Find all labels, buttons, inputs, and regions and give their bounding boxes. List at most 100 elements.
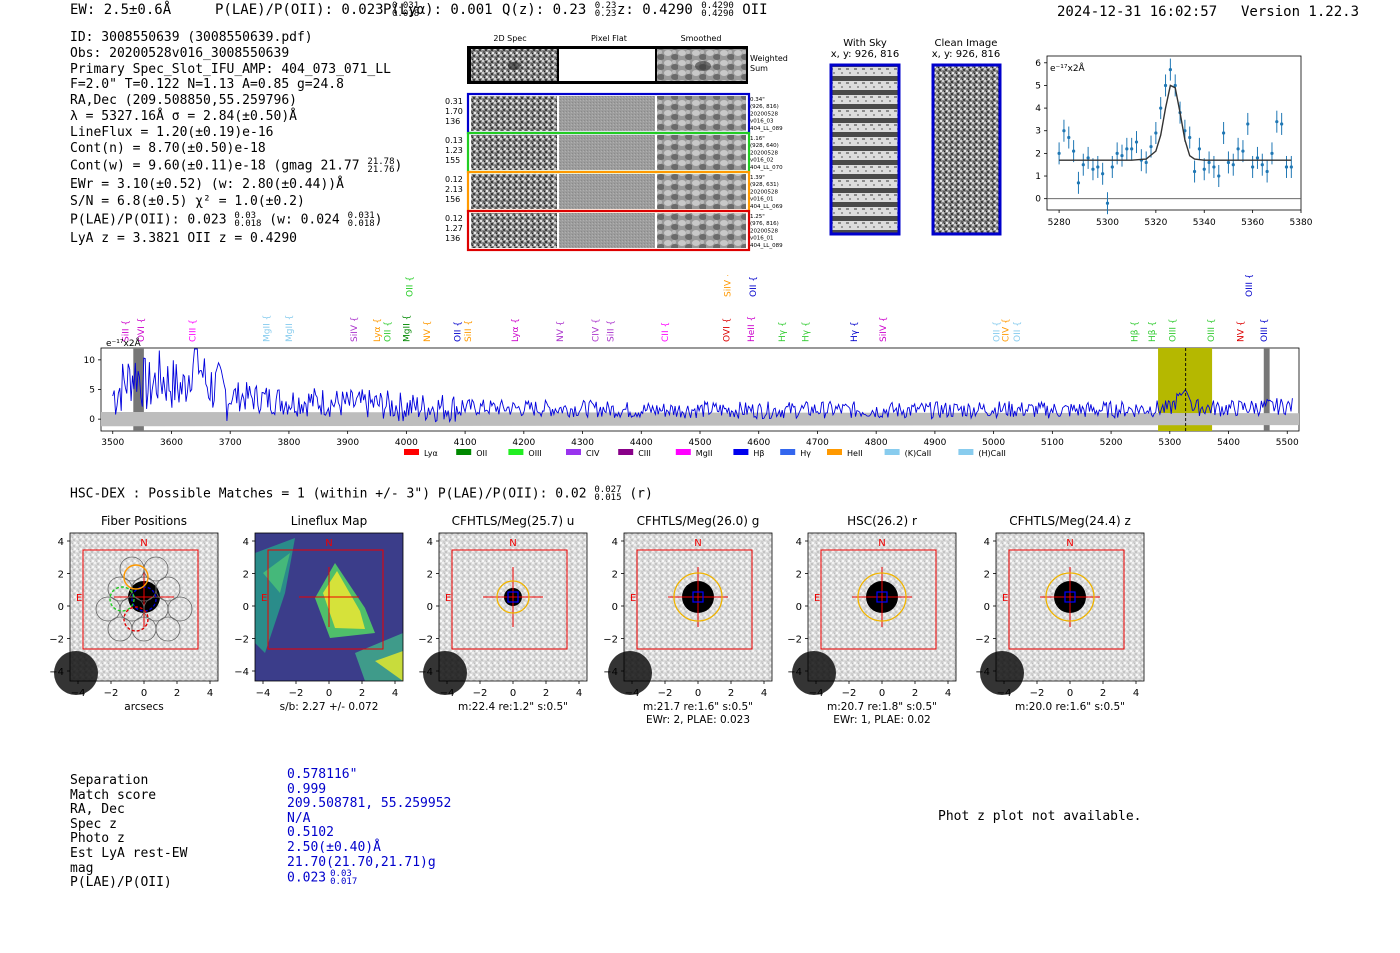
spec2d-row-2d: [471, 135, 557, 170]
match-label: RA, Dec: [70, 802, 125, 818]
match-label: Est LyA rest-EW: [70, 845, 188, 861]
north-marker: N: [140, 538, 147, 549]
fit-data-point: [1072, 149, 1076, 153]
target-marker: [507, 591, 519, 603]
cutout-xtick-label: −4: [997, 688, 1012, 699]
aperture-box: [82, 549, 199, 650]
fit-data-point: [1067, 135, 1071, 140]
fit-data-point: [1096, 165, 1100, 169]
spectrum-xtick-label: 4700: [806, 438, 829, 448]
spec2d-row-fiber-info: 404_LL_089: [750, 243, 783, 249]
spectrum-xtick-label: 3500: [101, 438, 124, 448]
match-value: 21.70(21.70,21.71)g: [287, 854, 436, 870]
cutout-ytick-label: 0: [427, 602, 433, 613]
spec2d-row-fiber-info: 1.16": [750, 136, 765, 142]
fit-ytick-label: 0: [1035, 195, 1041, 205]
fit-gaussian-curve: [1059, 84, 1292, 161]
fit-data-point: [1149, 144, 1153, 149]
cutout-xtick-label: −2: [104, 688, 119, 699]
north-marker: N: [1066, 538, 1073, 549]
cutout-ytick-label: 0: [796, 602, 802, 613]
fiber-circle: [95, 596, 121, 622]
cutout-ytick-label: −4: [603, 667, 618, 678]
spec2d-row-fiber-info: (928, 640): [750, 143, 779, 149]
clean-image: [931, 63, 1002, 236]
pixelflat-col-title: Pixel Flat: [591, 34, 627, 43]
fit-ytick-label: 3: [1035, 127, 1041, 137]
fit-data-point: [1120, 154, 1124, 158]
weighted-sum-label-1: Weighted: [750, 54, 788, 63]
spectrum-xtick-label: 3700: [219, 438, 242, 448]
cutout-ytick-label: 0: [984, 602, 990, 613]
fit-xtick-label: 5280: [1048, 218, 1071, 228]
cutout-ytick-label: −4: [975, 667, 990, 678]
cutout-ytick-label: 2: [243, 570, 249, 581]
spectrum-line-label: Hγ {: [778, 321, 788, 342]
fit-data-point: [1192, 169, 1197, 174]
cutout-xtick-label: −4: [256, 688, 271, 699]
cutout-caption: m:20.0 re:1.6" s:0.5": [1015, 701, 1125, 713]
spectrum-masked-region: [1263, 348, 1270, 431]
legend-label: (H)CaII: [978, 449, 1005, 458]
cutout-ytick-label: −4: [49, 667, 64, 678]
spec2d-row-2d: [471, 96, 557, 131]
legend-label: CIII: [638, 449, 651, 458]
fit-data-point: [1115, 151, 1119, 155]
cutout-title: HSC(26.2) r: [847, 514, 917, 528]
spectrum-line-label: OII {: [993, 321, 1003, 342]
cutout-ytick-label: −4: [418, 667, 433, 678]
fit-data-point: [1057, 151, 1061, 155]
spectrum-line-label: CIV {: [1001, 318, 1011, 342]
fit-data-point: [1202, 167, 1206, 171]
cutout-ytick-label: −2: [603, 635, 618, 646]
target-marker: [1064, 591, 1076, 603]
spectrum-line-label: OII {: [384, 321, 394, 342]
cutout-xtick-label: −2: [658, 688, 673, 699]
fiber-circle-primary: [131, 586, 157, 612]
fit-data-point: [1081, 163, 1085, 167]
spec2d-row-fiber-info: 0.34": [750, 97, 765, 103]
fit-data-point: [1159, 106, 1163, 110]
legend-label: OIII: [528, 449, 541, 458]
spec2d-row-stat: 0.12: [445, 214, 463, 223]
match-value: 0.5102: [287, 825, 334, 841]
match-values: 0.578116" 0.999 209.508781, 55.259952 N/A 0.…: [287, 767, 451, 886]
cutout-xtick-label: 0: [695, 688, 701, 699]
fit-data-point: [1246, 122, 1250, 126]
aperture-box: [636, 549, 753, 650]
detection-radec: RA,Dec (209.508850,55.259796): [70, 93, 297, 109]
spectrum-error-band: [101, 412, 1299, 427]
header-qz: Q(z): 0.23 0.23 0.23: [502, 1, 617, 19]
hsc-dex-summary: HSC-DEX : Possible Matches = 1 (within +…: [70, 485, 653, 503]
cutout-ytick-label: 4: [612, 537, 618, 548]
match-value: N/A: [287, 810, 311, 826]
spectrum-xtick-label: 4300: [571, 438, 594, 448]
spec2d-row-smooth: [657, 174, 746, 209]
match-label: mag: [70, 860, 94, 876]
cutout-xtick-label: 2: [174, 688, 180, 699]
fit-data-point: [1217, 174, 1221, 178]
cutout-ytick-label: 4: [243, 537, 249, 548]
cutout-xtick-label: 4: [576, 688, 582, 699]
spectrum-xtick-label: 5000: [982, 438, 1005, 448]
spectrum-line-label: MgII {: [402, 315, 412, 342]
spectrum-masked-region: [133, 348, 144, 431]
cutout-title: CFHTLS/Meg(24.4) z: [1009, 514, 1131, 528]
detection-plae: P(LAE)/P(OII): 0.023 0.03 0.018 (w: 0.024…: [70, 211, 383, 230]
spectrum-xtick-label: 5400: [1217, 438, 1240, 448]
fit-xtick-label: 5300: [1096, 218, 1119, 228]
spectrum-xtick-label: 3600: [160, 438, 183, 448]
legend-swatch: [884, 449, 900, 455]
header-plya: P(Lyα): 0.001: [383, 2, 493, 18]
spec2d-row-stat: 1.70: [445, 107, 463, 116]
spectrum-line-label: OII {: [749, 276, 759, 297]
spec2d-row-fiber-info: 20200528: [750, 189, 778, 195]
cutout-xtick-label: −4: [71, 688, 86, 699]
spec2d-row-flat: [559, 213, 655, 248]
spec2d-row-stat: 136: [445, 234, 460, 243]
fit-data-point: [1289, 165, 1293, 169]
spectrum-line-label: OVI {: [137, 318, 147, 342]
east-marker: E: [1002, 593, 1008, 604]
spectrum-line-label: Lyα {: [373, 318, 383, 342]
header-version: Version 1.22.3: [1241, 4, 1360, 20]
